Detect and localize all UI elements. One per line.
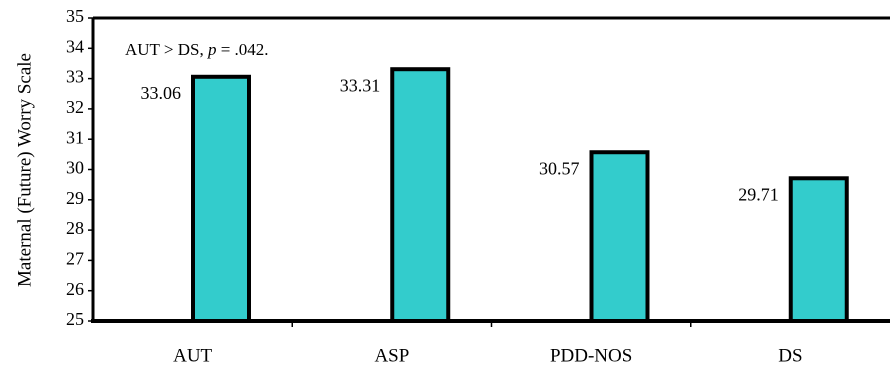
value-label: 29.71 — [738, 184, 779, 204]
y-tick-label: 26 — [66, 279, 84, 299]
y-axis-title: Maternal (Future) Worry Scale — [14, 53, 35, 287]
y-axis-ticks: 25 26 27 28 29 30 31 32 33 34 35 — [66, 6, 93, 329]
x-category-label: AUT — [173, 345, 212, 366]
y-tick-label: 31 — [66, 127, 84, 147]
annotation-suffix: = .042. — [216, 40, 268, 59]
y-tick-label: 33 — [66, 67, 84, 87]
annotation-prefix: AUT > DS, — [125, 40, 208, 59]
value-label: 33.31 — [340, 75, 381, 95]
y-tick-label: 32 — [66, 97, 84, 117]
bar-asp — [390, 67, 451, 323]
y-tick-label: 25 — [66, 309, 84, 329]
bar-pdd-nos — [589, 150, 650, 323]
y-tick-label: 30 — [66, 158, 84, 178]
y-tick-label: 34 — [66, 36, 84, 56]
y-tick-label: 35 — [66, 6, 84, 26]
bar-aut — [191, 74, 251, 323]
y-tick-label: 29 — [66, 188, 84, 208]
x-category-label: ASP — [374, 345, 409, 366]
y-tick-label: 28 — [66, 218, 84, 238]
value-labels: 33.06 33.31 30.57 29.71 — [141, 75, 779, 204]
x-category-label: DS — [778, 345, 802, 366]
value-label: 30.57 — [539, 158, 580, 178]
x-axis-categories: AUT ASP PDD-NOS DS — [173, 321, 803, 366]
value-label: 33.06 — [141, 83, 182, 103]
bars-layer — [191, 67, 849, 323]
significance-annotation: AUT > DS, p = .042. — [125, 40, 269, 59]
x-category-label: PDD-NOS — [550, 345, 632, 366]
bar-ds — [788, 176, 849, 323]
annotation-stat: p — [207, 40, 217, 59]
y-tick-label: 27 — [66, 249, 84, 269]
